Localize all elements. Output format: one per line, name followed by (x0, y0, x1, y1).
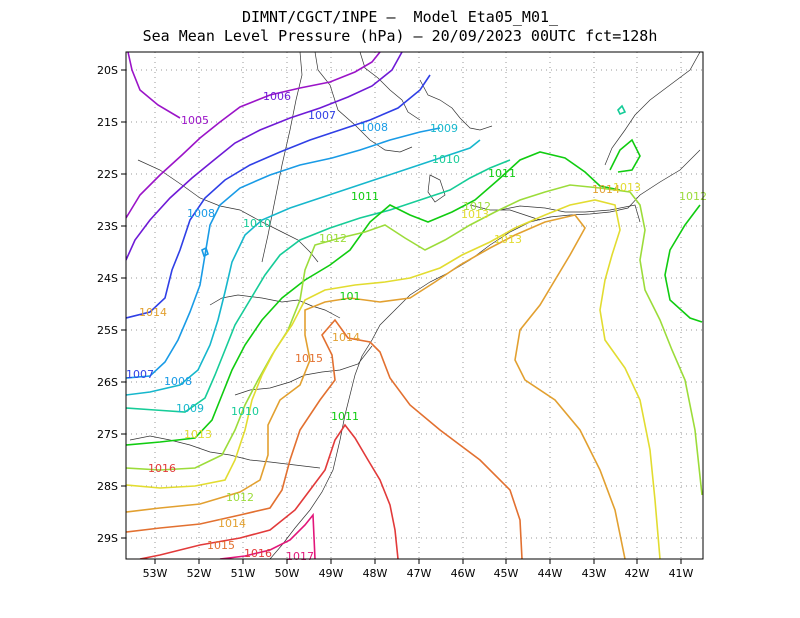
contour-label: 1007 (308, 109, 336, 122)
state-border (137, 159, 319, 263)
state-border (209, 294, 341, 319)
isobar-1011 (664, 204, 703, 323)
isobar-1005 (127, 52, 181, 119)
isobar-1012 (126, 184, 703, 496)
contour-label: 101 (340, 290, 361, 303)
coastline (419, 79, 493, 131)
contour-label: 1008 (187, 207, 215, 220)
contour-label: 1006 (263, 90, 291, 103)
contour-label: 1014 (218, 517, 246, 530)
isobar-1014 (126, 214, 626, 559)
contour-label: 1009 (176, 402, 204, 415)
coastline (604, 52, 701, 166)
contour-label: 1007 (126, 368, 154, 381)
contour-label: 1012 (319, 232, 347, 245)
isobar-1005 (126, 52, 381, 219)
contour-label: 1014 (592, 183, 620, 196)
x-tick-label: 42W (625, 567, 650, 580)
y-tick-label: 21S (97, 116, 118, 129)
contour-label: 1011 (331, 410, 359, 423)
x-tick-label: 53W (143, 567, 168, 580)
y-tick-label: 27S (97, 428, 118, 441)
contour-label: 1012 (226, 491, 254, 504)
y-tick-label: 20S (97, 64, 118, 77)
y-tick-label: 24S (97, 272, 118, 285)
isobar-1010 (617, 104, 627, 116)
contour-label: 1013 (494, 233, 522, 246)
x-tick-label: 52W (187, 567, 212, 580)
chart-title-line2: Sea Mean Level Pressure (hPa) — 20/09/20… (142, 27, 658, 45)
contour-label: 1013 (461, 208, 489, 221)
x-tick-label: 45W (494, 567, 519, 580)
contour-label: 1009 (430, 122, 458, 135)
contour-label: 1008 (164, 375, 192, 388)
isobar-1008 (126, 127, 441, 379)
isobar-1009 (126, 139, 481, 396)
coastline (427, 174, 446, 203)
contour-label: 1011 (488, 167, 516, 180)
state-border (129, 435, 321, 469)
state-border (359, 52, 421, 121)
x-tick-label: 44W (538, 567, 563, 580)
contour-label: 1016 (148, 462, 176, 475)
isobar-1015 (126, 318, 523, 559)
x-tick-label: 46W (451, 567, 476, 580)
y-tick-label: 25S (97, 324, 118, 337)
plot-frame (125, 51, 704, 560)
coastline (499, 204, 641, 223)
coastline (469, 204, 541, 221)
contour-label: 1013 (184, 428, 212, 441)
contour-label: 1010 (243, 217, 271, 230)
x-tick-label: 51W (231, 567, 256, 580)
contour-label: 1012 (679, 190, 707, 203)
contour-label: 1012 (463, 200, 491, 213)
y-tick-label: 28S (97, 480, 118, 493)
contour-label: 1014 (139, 306, 167, 319)
contour-label: 1017 (286, 550, 314, 563)
isobar-1016 (139, 423, 399, 559)
contour-label: 1011 (351, 190, 379, 203)
contour-label: 1014 (332, 331, 360, 344)
contour-label: 1015 (207, 539, 235, 552)
contour-label: 1010 (432, 153, 460, 166)
isobar-1007 (126, 74, 431, 319)
y-tick-label: 26S (97, 376, 118, 389)
x-tick-label: 41W (669, 567, 694, 580)
chart-title-line1: DIMNT/CGCT/INPE — Model Eta05_M01_ (241, 8, 559, 26)
contour-label: 1005 (181, 114, 209, 127)
isobar-1006 (126, 52, 403, 261)
y-axis: 20S 21S 22S 23S 24S 25S 26S 27S 28S 29S (97, 64, 126, 545)
y-tick-label: 29S (97, 532, 118, 545)
contour-label: 1013 (613, 181, 641, 194)
x-tick-label: 49W (319, 567, 344, 580)
y-tick-label: 23S (97, 220, 118, 233)
contour-label: 1015 (295, 352, 323, 365)
state-border (261, 52, 303, 263)
isobar-1008 (201, 246, 209, 258)
isobar-1017 (219, 512, 316, 559)
isobar-1011 (609, 138, 641, 173)
x-tick-label: 50W (275, 567, 300, 580)
x-tick-label: 48W (363, 567, 388, 580)
x-tick-label: 43W (582, 567, 607, 580)
x-tick-label: 47W (407, 567, 432, 580)
contour-label: 1010 (231, 405, 259, 418)
isobar-1013 (126, 199, 661, 559)
isobar-1010 (126, 159, 511, 413)
x-axis: 53W 52W 51W 50W 49W 48W 47W 46W 45W 44W 43W 42W 41W (143, 559, 694, 580)
coastline (269, 149, 701, 559)
y-tick-label: 22S (97, 168, 118, 181)
contour-label: 1016 (244, 547, 272, 560)
isobar-1011 (126, 151, 621, 446)
contour-label: 1008 (360, 121, 388, 134)
coastline-borders (129, 52, 701, 559)
